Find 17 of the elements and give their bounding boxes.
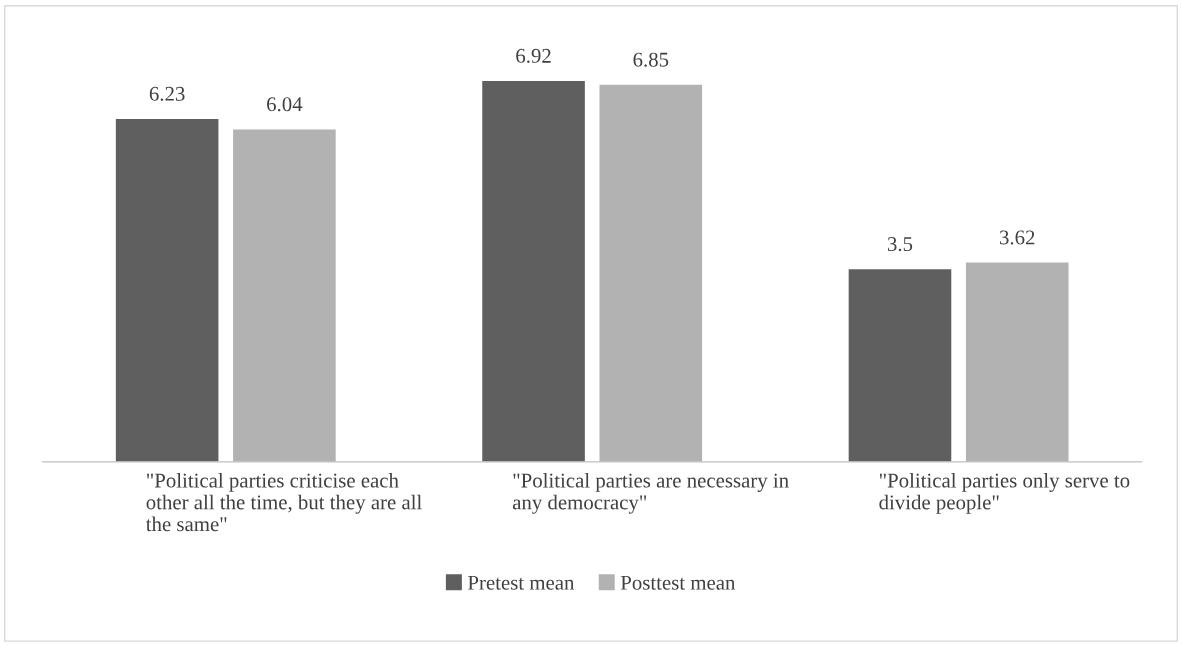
- data-label: 6.85: [633, 52, 669, 67]
- data-label: 6.92: [516, 48, 551, 63]
- data-label: 6.23: [149, 86, 185, 101]
- legend-label: Pretest mean: [468, 575, 575, 590]
- bar: [965, 262, 1069, 462]
- data-label: 3.62: [1000, 230, 1035, 245]
- bar: [115, 118, 219, 462]
- data-label: 6.04: [267, 97, 303, 112]
- legend-label: Posttest mean: [620, 575, 736, 590]
- bar: [233, 129, 336, 462]
- bar: [599, 84, 703, 462]
- x-tick-label: "Political parties criticise each other all the time, but they are all the same": [145, 472, 422, 532]
- x-tick-label: "Political parties only serve to divide people": [879, 472, 1130, 514]
- bar: [848, 269, 952, 462]
- x-tick-label: "Political parties are necessary in any democracy": [512, 472, 789, 514]
- bar: [482, 80, 585, 462]
- data-label: 3.5: [887, 237, 913, 252]
